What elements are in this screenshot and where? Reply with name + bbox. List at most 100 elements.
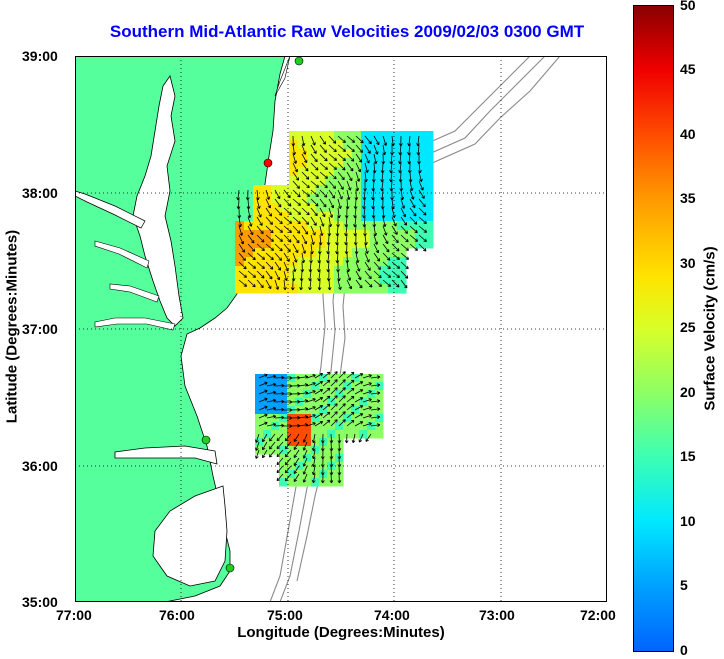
velocity-cell xyxy=(279,478,288,487)
y-tick-label: 39:00 xyxy=(22,48,58,64)
velocity-arrow xyxy=(382,234,389,245)
velocity-arrow xyxy=(314,388,324,395)
velocity-cell xyxy=(280,239,290,249)
velocity-arrow xyxy=(351,433,356,444)
colorbar xyxy=(633,5,674,652)
velocity-arrow xyxy=(382,135,388,146)
velocity-arrow xyxy=(274,189,281,200)
velocity-arrow xyxy=(292,162,299,173)
velocity-arrow xyxy=(293,441,300,450)
velocity-arrow xyxy=(256,252,266,260)
velocity-arrow xyxy=(373,261,381,270)
velocity-arrow xyxy=(306,413,316,419)
velocity-arrow xyxy=(328,180,337,189)
velocity-cell xyxy=(307,203,317,213)
velocity-cell xyxy=(271,248,281,258)
velocity-arrow xyxy=(293,457,300,466)
velocity-arrow xyxy=(382,270,392,278)
velocity-arrow xyxy=(370,423,381,427)
velocity-cell xyxy=(370,266,380,276)
velocity-cell xyxy=(325,248,335,258)
velocity-cell xyxy=(424,167,434,177)
velocity-arrow xyxy=(292,189,301,198)
velocity-arrow xyxy=(346,261,351,273)
velocity-arrow xyxy=(319,144,327,153)
velocity-cell xyxy=(298,221,308,231)
velocity-cell xyxy=(307,185,317,195)
velocity-arrow xyxy=(335,243,339,255)
velocity-arrow xyxy=(328,189,336,199)
velocity-cell xyxy=(406,131,416,141)
velocity-cell xyxy=(244,257,254,267)
velocity-arrow xyxy=(310,171,319,180)
velocity-arrow xyxy=(247,243,256,252)
velocity-cell xyxy=(415,230,425,240)
velocity-cell xyxy=(388,185,398,195)
velocity-cell xyxy=(397,221,407,231)
velocity-arrow xyxy=(346,279,353,290)
velocity-arrow xyxy=(256,243,265,252)
velocity-arrow xyxy=(400,270,409,279)
grid-lines xyxy=(75,56,607,602)
station-marker[interactable] xyxy=(263,158,273,168)
velocity-arrow xyxy=(301,252,306,264)
james-river xyxy=(94,317,176,331)
velocity-arrow xyxy=(298,407,309,411)
chesapeake-bay xyxy=(132,75,184,327)
station-marker[interactable] xyxy=(225,563,235,573)
velocity-cell xyxy=(325,266,335,276)
velocity-cell xyxy=(325,194,335,204)
velocity-arrow xyxy=(355,252,360,264)
velocity-arrow xyxy=(335,252,340,264)
velocity-cell xyxy=(424,230,434,240)
velocity-cell xyxy=(316,176,326,186)
velocity-cell xyxy=(352,284,362,294)
velocity-arrow xyxy=(335,225,340,237)
y-tick-label: 38:00 xyxy=(22,185,58,201)
velocity-arrow xyxy=(319,171,329,179)
velocity-cell xyxy=(361,284,371,294)
station-marker[interactable] xyxy=(294,56,304,66)
velocity-arrow xyxy=(247,279,256,288)
velocity-arrow xyxy=(373,153,378,165)
velocity-arrow xyxy=(301,225,309,235)
velocity-arrow xyxy=(418,207,427,216)
velocity-cell xyxy=(379,194,389,204)
velocity-cell xyxy=(253,212,263,222)
velocity-cell xyxy=(334,158,344,168)
velocity-arrow xyxy=(370,383,381,387)
velocity-cell xyxy=(280,212,290,222)
velocity-arrow xyxy=(258,413,268,419)
velocity-arrow xyxy=(389,162,393,174)
velocity-cell xyxy=(343,275,353,285)
velocity-arrow xyxy=(258,381,268,387)
velocity-cell xyxy=(370,284,380,294)
velocity-arrow xyxy=(258,405,268,411)
velocity-cell xyxy=(379,284,389,294)
velocity-arrow xyxy=(418,162,422,174)
velocity-arrow xyxy=(310,135,316,146)
velocity-cell xyxy=(397,149,407,159)
velocity-arrow xyxy=(319,135,326,145)
velocity-arrow xyxy=(354,413,364,419)
velocity-cell xyxy=(289,248,299,258)
velocity-cell xyxy=(424,149,434,159)
velocity-cell xyxy=(361,140,371,150)
velocity-cell xyxy=(280,257,290,267)
y-axis-label: Latitude (Degrees:Minutes) xyxy=(3,229,21,424)
velocity-arrow xyxy=(301,216,310,225)
velocity-arrow xyxy=(265,207,272,217)
station-marker[interactable] xyxy=(201,435,211,445)
velocity-cell xyxy=(334,239,344,249)
velocity-cell xyxy=(406,221,416,231)
velocity-arrow xyxy=(310,207,318,217)
albemarle-sound xyxy=(114,445,218,465)
velocity-arrow xyxy=(346,171,353,182)
velocity-arrow xyxy=(306,397,316,403)
velocity-cell xyxy=(379,230,389,240)
velocity-arrow xyxy=(293,473,300,482)
velocity-cell xyxy=(424,203,434,213)
velocity-arrow xyxy=(301,198,310,206)
velocity-arrow xyxy=(345,198,350,210)
velocity-arrow xyxy=(362,406,372,411)
